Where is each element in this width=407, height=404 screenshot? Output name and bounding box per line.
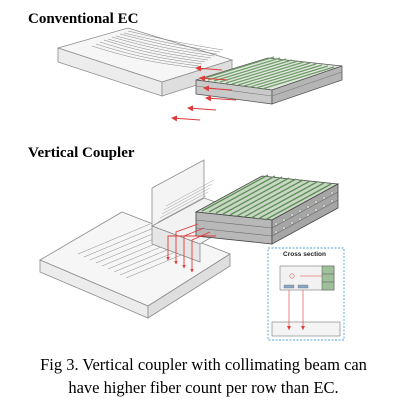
vertical-coupler-title: Vertical Coupler xyxy=(28,145,135,161)
cross-section-inset xyxy=(267,247,345,341)
conventional-fiber-array xyxy=(195,56,343,105)
conventional-ec-title: Conventional EC xyxy=(28,11,139,27)
vertical-arrows xyxy=(166,223,216,273)
cross-section-label: Cross section xyxy=(283,251,326,258)
vertical-fiber-array xyxy=(194,174,340,245)
conventional-ec-chip xyxy=(56,27,234,97)
conventional-arrows xyxy=(171,65,237,122)
figure-caption-line-2: have higher fiber count per row than EC. xyxy=(68,378,339,397)
vertical-coupler-chip xyxy=(39,159,251,319)
figure-caption-line-1: Fig 3. Vertical coupler with collimating… xyxy=(40,355,367,374)
